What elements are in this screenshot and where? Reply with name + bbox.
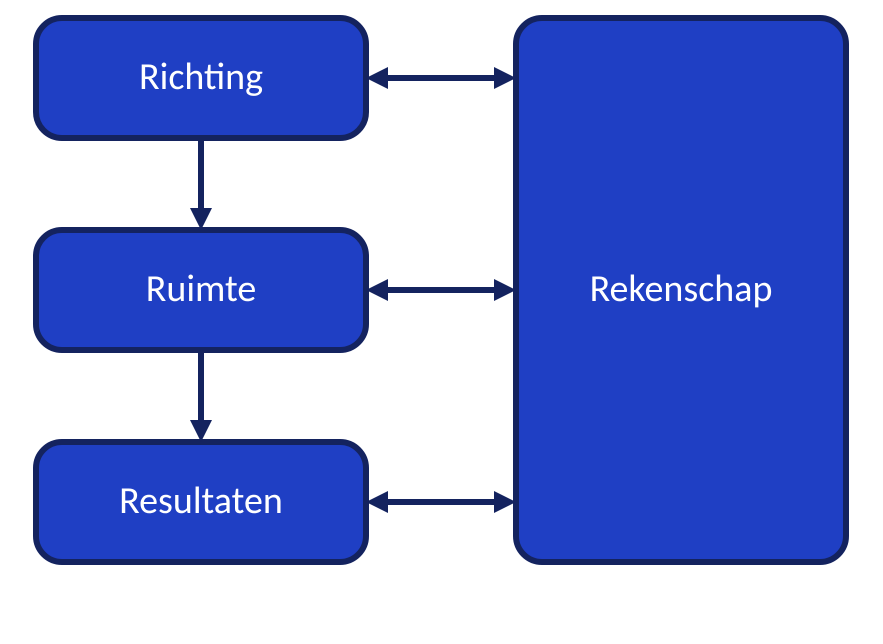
edge-richting-ruimte	[190, 138, 212, 230]
edge-resultaten-rekenschap	[366, 491, 516, 513]
arrowhead-icon	[366, 279, 388, 301]
edge-ruimte-resultaten	[190, 350, 212, 442]
edge-ruimte-rekenschap	[366, 279, 516, 301]
arrowhead-icon	[494, 279, 516, 301]
node-label-richting: Richting	[139, 54, 263, 100]
arrowhead-icon	[366, 67, 388, 89]
node-label-resultaten: Resultaten	[119, 478, 283, 524]
arrowhead-icon	[190, 420, 212, 442]
node-label-ruimte: Ruimte	[146, 266, 257, 312]
arrowhead-icon	[494, 491, 516, 513]
edge-richting-rekenschap	[366, 67, 516, 89]
arrowhead-icon	[494, 67, 516, 89]
arrowhead-icon	[190, 208, 212, 230]
arrowhead-icon	[366, 491, 388, 513]
node-label-rekenschap: Rekenschap	[590, 266, 773, 312]
